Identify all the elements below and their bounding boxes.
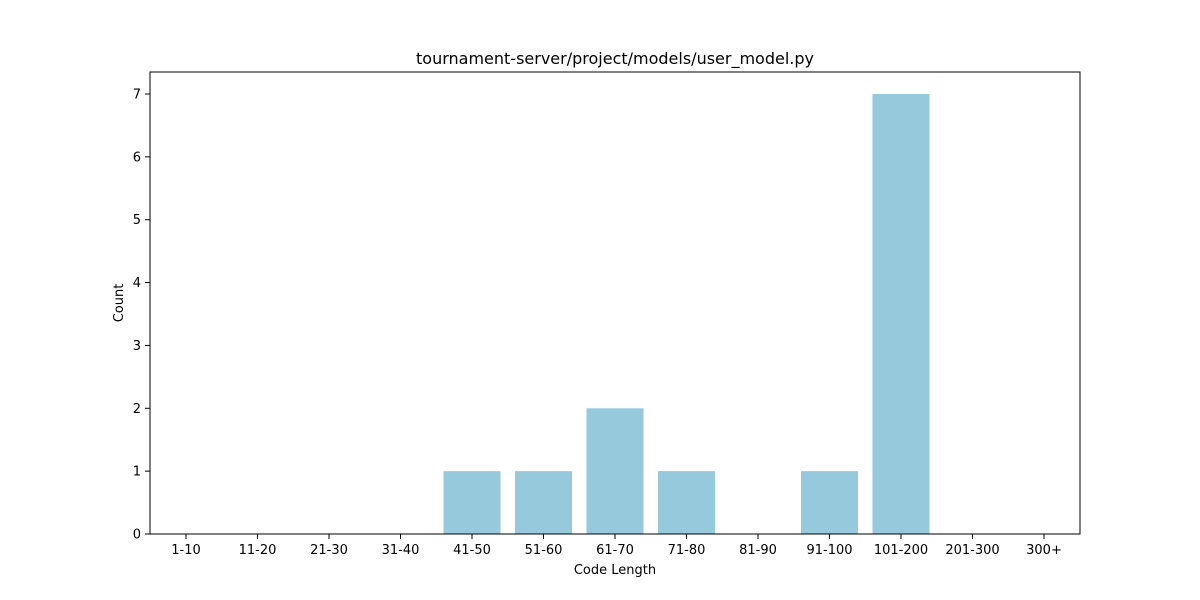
y-tick-label: 2 <box>133 402 141 417</box>
y-tick-label: 0 <box>133 528 141 543</box>
y-tick-label: 1 <box>133 465 141 480</box>
chart-title: tournament-server/project/models/user_mo… <box>416 49 814 69</box>
bar-51-60 <box>515 471 572 534</box>
x-tick-label: 81-90 <box>739 543 777 558</box>
y-tick-label: 6 <box>133 150 141 165</box>
bar-91-100 <box>801 471 858 534</box>
y-tick-label: 5 <box>133 213 141 228</box>
x-tick-label: 41-50 <box>453 543 491 558</box>
x-tick-label: 11-20 <box>239 543 277 558</box>
x-tick-label: 71-80 <box>668 543 706 558</box>
x-tick-label: 51-60 <box>525 543 563 558</box>
y-tick-label: 7 <box>133 88 141 103</box>
bar-61-70 <box>586 408 644 534</box>
bars-group <box>443 94 930 534</box>
bar-71-80 <box>658 471 715 534</box>
x-tick-label: 21-30 <box>310 543 348 558</box>
x-tick-label: 1-10 <box>171 543 201 558</box>
bar-41-50 <box>443 471 501 534</box>
y-axis-ticks: 0 1 2 3 4 5 6 7 <box>133 88 150 543</box>
x-tick-label: 61-70 <box>596 543 634 558</box>
plot-frame <box>149 71 1081 535</box>
x-tick-label: 101-200 <box>874 543 928 558</box>
y-tick-label: 3 <box>133 339 141 354</box>
x-axis-ticks: 1-10 11-20 21-30 31-40 41-50 51-60 61-70 71-80 8… <box>171 534 1062 558</box>
x-tick-label: 300+ <box>1026 543 1062 558</box>
x-axis-label: Code Length <box>574 563 656 578</box>
y-tick-label: 4 <box>133 276 141 291</box>
x-tick-label: 31-40 <box>382 543 420 558</box>
bar-101-200 <box>872 94 930 534</box>
x-tick-label: 91-100 <box>806 543 852 558</box>
y-axis-label: Count <box>112 284 127 323</box>
x-tick-label: 201-300 <box>945 543 999 558</box>
